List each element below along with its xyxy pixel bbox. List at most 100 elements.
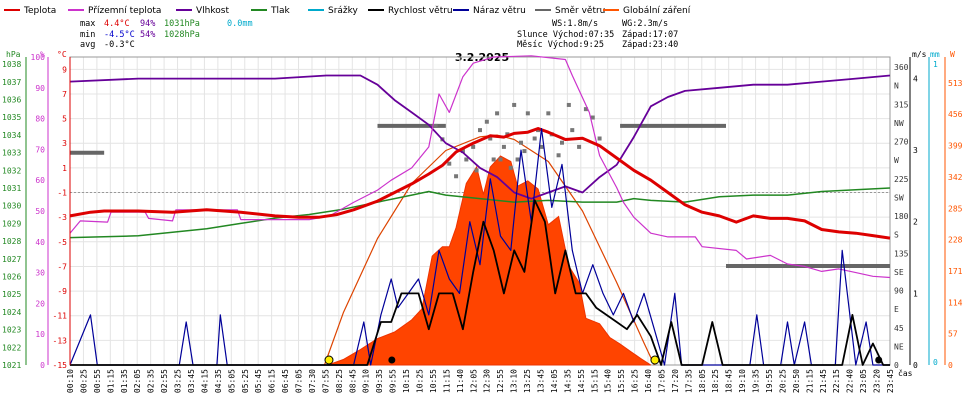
time-tick-55: 21:15 xyxy=(805,369,814,393)
wind-direction-point-12 xyxy=(495,111,500,116)
axis-unit-speed: m/s xyxy=(912,50,927,59)
humidity-tick-7: 30 xyxy=(35,269,45,278)
legend-label-4: Srážky xyxy=(328,6,359,16)
direction-tick-4: 270 xyxy=(894,138,909,147)
time-tick-36: 14:05 xyxy=(550,369,559,393)
moonset-marker xyxy=(875,356,883,364)
wind-direction-point-2 xyxy=(447,161,452,166)
time-tick-18: 07:30 xyxy=(308,369,317,393)
humidity-tick-4: 60 xyxy=(35,176,45,185)
humidity-tick-2: 80 xyxy=(35,115,45,124)
time-tick-19: 07:55 xyxy=(321,369,330,393)
time-tick-50: 19:10 xyxy=(738,369,747,393)
direction-tick-0: 360 xyxy=(894,63,909,72)
rad-tick-2: 399 xyxy=(948,142,963,151)
pressure-tick-6: 1032 xyxy=(2,166,21,175)
time-tick-25: 10:15 xyxy=(402,369,411,393)
time-tick-56: 21:45 xyxy=(819,369,828,393)
wind-direction-point-20 xyxy=(522,149,527,154)
speed-tick-3: 1 xyxy=(913,289,918,298)
wind-direction-point-4 xyxy=(460,149,465,154)
time-tick-40: 15:40 xyxy=(604,369,613,393)
time-tick-44: 17:05 xyxy=(658,369,667,393)
direction-tick-5: W xyxy=(894,156,899,165)
wind-direction-point-33 xyxy=(590,115,595,120)
time-tick-20: 08:25 xyxy=(335,369,344,393)
radiation-area xyxy=(327,155,652,366)
axis-unit-pressure: hPa xyxy=(6,50,21,59)
time-tick-11: 04:35 xyxy=(214,369,223,393)
axis-unit-radiation: W xyxy=(950,50,955,59)
stat-min-label: min xyxy=(80,30,95,40)
rad-tick-0: 513 xyxy=(948,79,963,88)
legend-label-1: Přízemní teplota xyxy=(88,6,161,16)
time-tick-14: 05:45 xyxy=(254,369,263,393)
pressure-tick-16: 1022 xyxy=(2,343,21,352)
pressure-tick-5: 1033 xyxy=(2,149,21,158)
axis-unit-humidity: % xyxy=(40,50,45,59)
wind-speed-line xyxy=(70,199,890,366)
time-tick-57: 22:15 xyxy=(832,369,841,393)
wind-direction-point-16 xyxy=(508,165,513,170)
direction-tick-2: 315 xyxy=(894,100,909,109)
humidity-tick-5: 50 xyxy=(35,207,45,216)
time-tick-17: 07:05 xyxy=(295,369,304,393)
pressure-tick-3: 1035 xyxy=(2,113,21,122)
time-tick-42: 16:25 xyxy=(631,369,640,393)
time-tick-29: 11:40 xyxy=(456,369,465,393)
wind-direction-point-9 xyxy=(484,119,489,124)
speed-tick-0: 4 xyxy=(913,74,918,83)
time-tick-21: 08:45 xyxy=(348,369,357,393)
x-axis-unit: čas xyxy=(898,368,913,378)
direction-tick-16: 0 xyxy=(894,361,899,370)
stat-max-temp: 4.4°C xyxy=(104,19,130,29)
rad-tick-6: 171 xyxy=(948,267,963,276)
direction-tick-8: 180 xyxy=(894,212,909,221)
time-tick-23: 09:35 xyxy=(375,369,384,393)
time-tick-27: 10:55 xyxy=(429,369,438,393)
sunset-marker xyxy=(650,355,660,365)
wind-direction-point-11 xyxy=(491,157,496,162)
moonrise-marker xyxy=(388,356,396,364)
time-tick-28: 11:15 xyxy=(442,369,451,393)
sunrise-marker xyxy=(324,355,334,365)
wind-direction-point-6 xyxy=(471,144,476,149)
temp-tick-6: -3 xyxy=(57,213,67,222)
wind-direction-point-31 xyxy=(577,144,582,149)
legend-label-0: Teplota xyxy=(23,6,56,16)
direction-tick-6: 225 xyxy=(894,175,909,184)
pressure-tick-10: 1028 xyxy=(2,237,21,246)
wind-direction-point-0 xyxy=(433,123,438,128)
time-tick-9: 03:45 xyxy=(187,369,196,393)
rain-tick-1: 0 xyxy=(933,358,938,367)
stat-sunset: Západ:17:07 xyxy=(622,30,678,40)
time-tick-5: 02:05 xyxy=(133,369,142,393)
time-tick-53: 20:25 xyxy=(779,369,788,393)
wind-direction-point-24 xyxy=(539,144,544,149)
stat-sunrise: Slunce Východ:07:35 xyxy=(517,30,614,40)
rain-tick-0: 1 xyxy=(933,60,938,69)
time-tick-8: 03:25 xyxy=(174,369,183,393)
legend-label-6: Náraz větru xyxy=(473,6,526,16)
stat-avg-label: avg xyxy=(80,40,95,50)
time-tick-60: 23:20 xyxy=(873,369,882,393)
wind-direction-point-10 xyxy=(488,136,493,141)
wind-direction-point-30 xyxy=(570,128,575,133)
direction-tick-15: NE xyxy=(894,342,904,351)
pressure-tick-4: 1034 xyxy=(2,131,21,140)
stat-max-humidity: 94% xyxy=(140,19,155,29)
stat-max-rain: 0.0mm xyxy=(227,19,253,29)
wind-direction-point-22 xyxy=(532,136,537,141)
direction-tick-11: SE xyxy=(894,268,904,277)
wind-direction-point-21 xyxy=(525,111,530,116)
stat-min-pressure: 1028hPa xyxy=(164,30,200,40)
pressure-tick-15: 1023 xyxy=(2,326,21,335)
temp-tick-4: 1 xyxy=(62,164,67,173)
wind-direction-point-17 xyxy=(512,102,517,107)
legend-label-7: Směr větru xyxy=(555,6,605,16)
pressure-tick-7: 1031 xyxy=(2,184,21,193)
rad-tick-4: 285 xyxy=(948,204,963,213)
time-tick-16: 06:45 xyxy=(281,369,290,393)
direction-tick-14: 45 xyxy=(894,324,904,333)
wind-direction-point-23 xyxy=(536,128,541,133)
